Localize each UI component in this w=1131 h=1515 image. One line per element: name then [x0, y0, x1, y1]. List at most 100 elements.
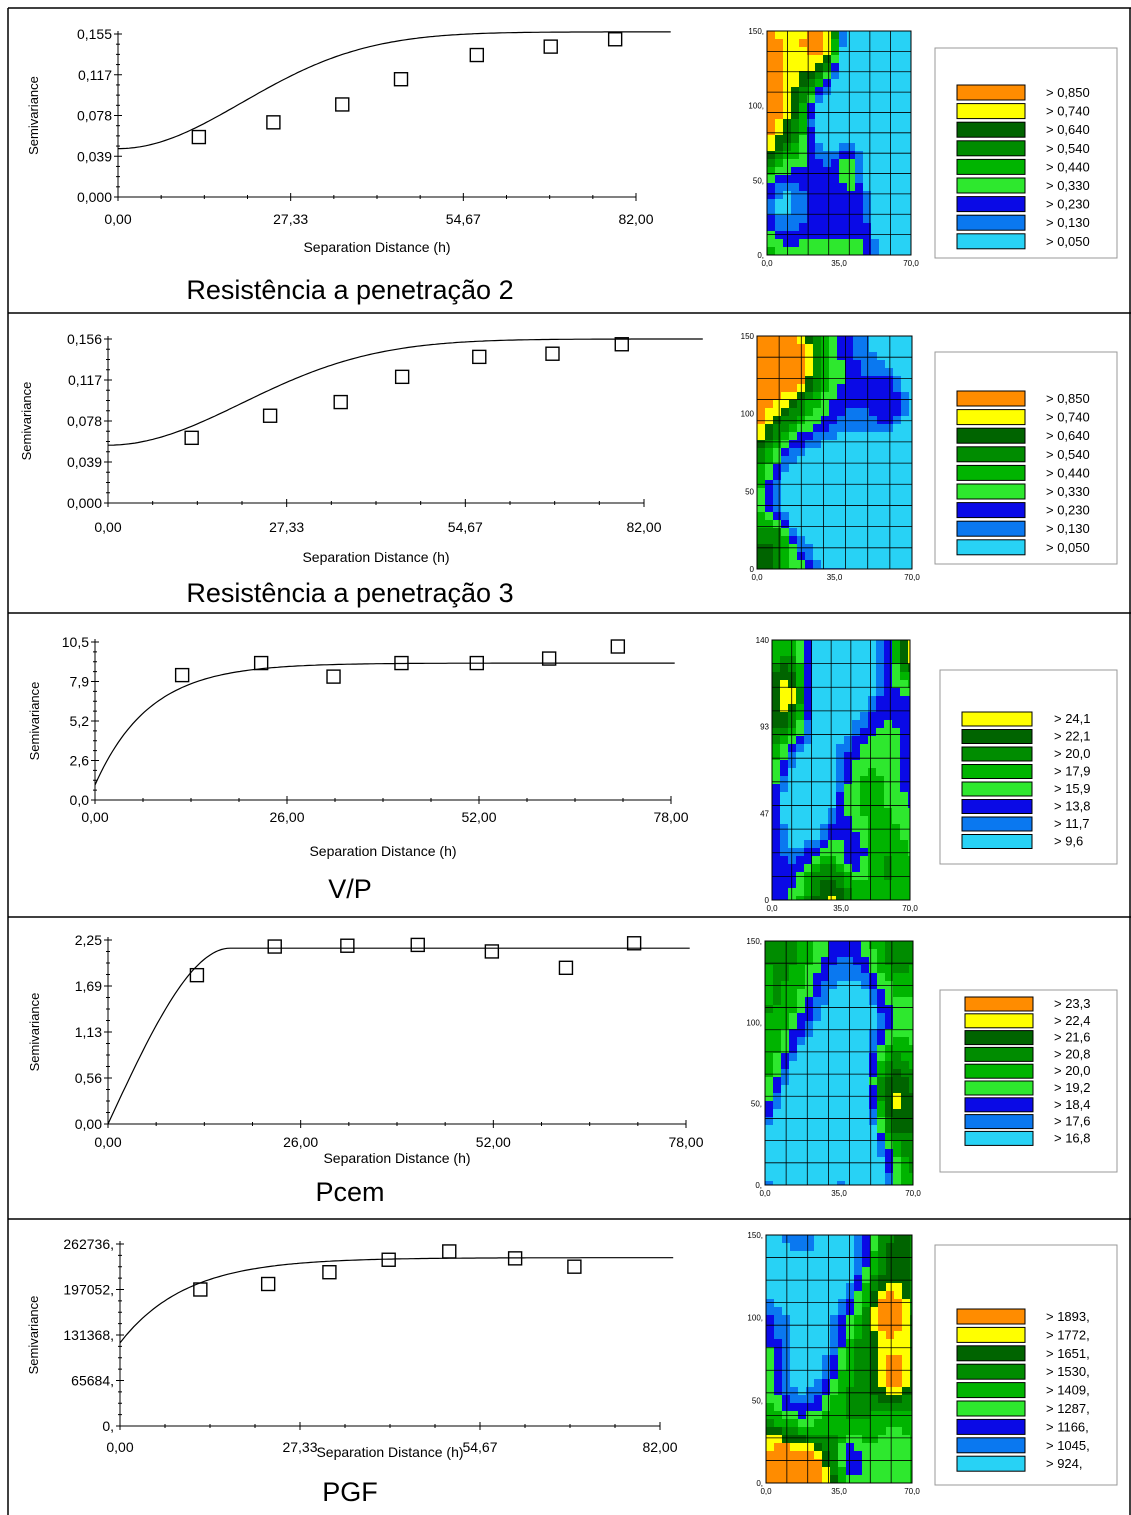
legend-label: > 20,8 — [1054, 1046, 1091, 1061]
map-cell — [855, 215, 863, 223]
map-cell — [870, 1387, 878, 1395]
map-cell — [815, 239, 823, 247]
map-cell — [813, 416, 821, 424]
map-cell — [813, 472, 821, 480]
map-cell — [895, 119, 903, 127]
map-cell — [829, 528, 837, 536]
map-cell — [852, 680, 860, 688]
map-cell — [846, 1451, 854, 1459]
map-cell — [790, 1243, 798, 1251]
map-cell — [854, 1307, 862, 1315]
map-cell — [781, 1181, 789, 1185]
map-cell — [854, 1323, 862, 1331]
map-cell — [853, 552, 861, 560]
map-cell — [828, 808, 836, 816]
map-cell — [813, 552, 821, 560]
map-cell — [836, 744, 844, 752]
map-cell — [829, 1133, 837, 1141]
map-cell — [799, 39, 807, 47]
map-cell — [773, 360, 781, 368]
map-cell — [799, 151, 807, 159]
map-cell — [886, 1395, 894, 1403]
map-cell — [852, 848, 860, 856]
map-cell — [821, 1077, 829, 1085]
map-cell — [876, 880, 884, 888]
map-cell — [879, 223, 887, 231]
map-cell — [766, 1267, 774, 1275]
map-cell — [901, 440, 909, 448]
map-cell — [876, 752, 884, 760]
map-cell — [772, 776, 780, 784]
map-cell — [885, 552, 893, 560]
map-cell — [860, 648, 868, 656]
map-cell — [765, 1085, 773, 1093]
map-cell — [836, 680, 844, 688]
map-cell — [814, 1331, 822, 1339]
map-cell — [870, 1427, 878, 1435]
map-cell — [837, 989, 845, 997]
map-cell — [893, 344, 901, 352]
map-cell — [862, 1363, 870, 1371]
map-cell — [895, 31, 903, 39]
map-cell — [893, 973, 901, 981]
map-cell — [815, 119, 823, 127]
map-cell — [757, 376, 765, 384]
map-cell — [774, 1267, 782, 1275]
map-cell — [876, 688, 884, 696]
map-cell — [878, 1259, 886, 1267]
map-cell — [876, 672, 884, 680]
map-cell — [902, 1307, 910, 1315]
map-cell — [820, 736, 828, 744]
map-cell — [877, 496, 885, 504]
map-cell — [765, 1125, 773, 1133]
map-cell — [791, 119, 799, 127]
map-cell — [823, 39, 831, 47]
map-cell — [853, 973, 861, 981]
map-cell — [847, 95, 855, 103]
map-cell — [900, 840, 908, 848]
map-cell — [862, 1291, 870, 1299]
map-cell — [804, 680, 812, 688]
map-cell — [796, 760, 804, 768]
y-tick-label: 1,69 — [75, 978, 102, 994]
map-cell — [797, 1149, 805, 1157]
map-cell — [854, 1267, 862, 1275]
contour-map: 047931400,0 35,0 70,0 — [756, 636, 919, 913]
map-cell — [796, 768, 804, 776]
map-cell — [781, 1093, 789, 1101]
legend-swatch — [957, 1309, 1025, 1324]
legend-label: > 0,850 — [1046, 391, 1090, 406]
map-cell — [884, 896, 892, 900]
map-cell — [879, 175, 887, 183]
map-cell — [821, 1069, 829, 1077]
map-cell — [901, 1029, 909, 1037]
map-cell — [772, 808, 780, 816]
map-cell — [894, 1427, 902, 1435]
map-cell — [854, 1363, 862, 1371]
map-cell — [860, 752, 868, 760]
legend-label: > 0,330 — [1046, 178, 1090, 193]
map-cell — [780, 640, 788, 648]
legend-label: > 15,9 — [1054, 781, 1091, 796]
y-tick-label: 0,156 — [67, 331, 102, 347]
map-cell — [845, 408, 853, 416]
map-cell — [837, 1061, 845, 1069]
map-cell — [855, 199, 863, 207]
map-cell — [903, 95, 911, 103]
map-cell — [806, 1267, 814, 1275]
map-cell — [838, 1307, 846, 1315]
map-cell — [860, 672, 868, 680]
map-cell — [862, 1283, 870, 1291]
map-cell — [757, 560, 765, 568]
map-cell — [773, 448, 781, 456]
map-cell — [837, 1053, 845, 1061]
map-cell — [893, 1037, 901, 1045]
map-cell — [797, 1173, 805, 1181]
map-cell — [837, 464, 845, 472]
map-cell — [895, 127, 903, 135]
map-cell — [798, 1291, 806, 1299]
map-cell — [775, 143, 783, 151]
map-cell — [878, 1363, 886, 1371]
map-cell — [805, 512, 813, 520]
map-cell — [765, 989, 773, 997]
